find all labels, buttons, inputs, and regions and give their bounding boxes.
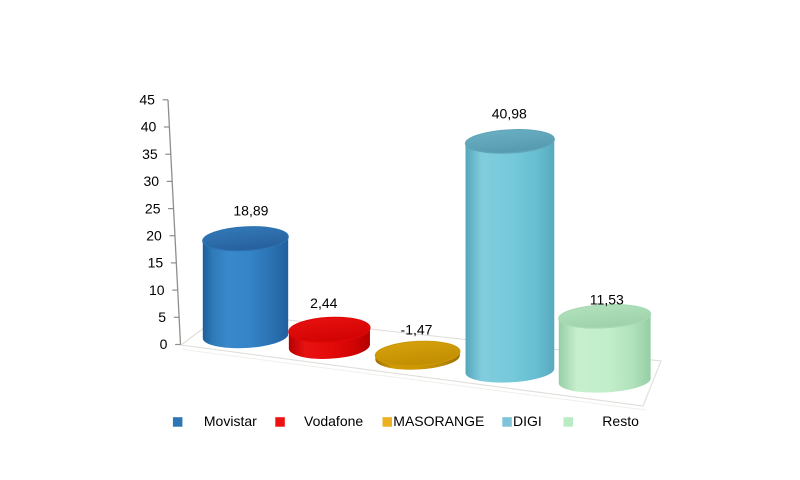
svg-text:40: 40 xyxy=(141,119,157,135)
svg-text:20: 20 xyxy=(146,227,162,243)
svg-text:11,53: 11,53 xyxy=(590,291,624,307)
svg-text:15: 15 xyxy=(148,255,164,271)
svg-text:DIGI: DIGI xyxy=(513,413,542,429)
svg-text:0: 0 xyxy=(160,336,168,352)
svg-text:10: 10 xyxy=(149,282,165,298)
svg-text:2,44: 2,44 xyxy=(310,295,337,311)
svg-text:45: 45 xyxy=(139,92,155,108)
svg-text:MASORANGE: MASORANGE xyxy=(393,413,484,429)
svg-text:5: 5 xyxy=(158,309,166,325)
svg-text:25: 25 xyxy=(145,200,161,216)
svg-text:Resto: Resto xyxy=(602,413,639,429)
svg-text:40,98: 40,98 xyxy=(492,106,527,122)
svg-text:Vodafone: Vodafone xyxy=(304,413,363,429)
svg-text:30: 30 xyxy=(144,173,160,189)
svg-text:Movistar: Movistar xyxy=(204,413,257,429)
svg-text:18,89: 18,89 xyxy=(233,203,268,219)
svg-text:35: 35 xyxy=(142,146,158,162)
svg-text:-1,47: -1,47 xyxy=(401,322,433,338)
